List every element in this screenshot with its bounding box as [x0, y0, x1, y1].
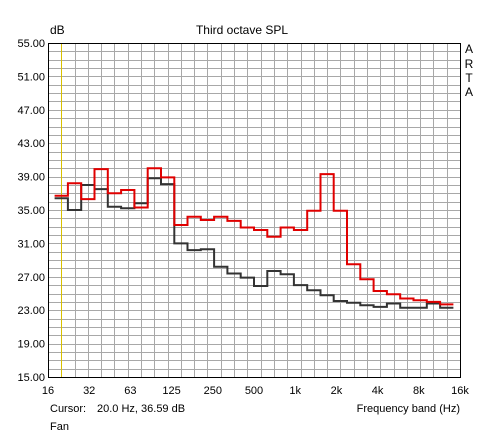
x-tick-label: 8k — [413, 385, 425, 397]
chart-grid — [48, 43, 461, 378]
y-tick-label: 35.00 — [17, 205, 45, 217]
y-tick-label: 39.00 — [17, 172, 45, 184]
x-tick-labels: 16 32 63 125 250 500 1k 2k 4k 8k 16k — [42, 385, 469, 397]
legend-entry: Fan — [50, 421, 69, 433]
x-tick-label: 125 — [162, 385, 180, 397]
y-tick-label: 43.00 — [17, 138, 45, 150]
x-tick-label: 63 — [124, 385, 136, 397]
x-tick-label: 4k — [372, 385, 384, 397]
x-tick-label: 16 — [42, 385, 54, 397]
cursor-readout: 20.0 Hz, 36.59 dB — [97, 403, 186, 415]
x-tick-label: 2k — [331, 385, 343, 397]
brand-letter-a2: A — [464, 85, 473, 99]
y-tick-labels: 55.00 51.00 47.00 43.00 39.00 35.00 31.00 27.00… — [17, 38, 45, 384]
x-tick-label: 16k — [451, 385, 469, 397]
brand-letter-a: A — [464, 42, 473, 56]
plot-frame — [48, 43, 461, 378]
cursor-label: Cursor: — [50, 403, 87, 415]
y-tick-label: 31.00 — [17, 238, 45, 250]
y-tick-label: 15.00 — [17, 372, 45, 384]
x-tick-label: 32 — [83, 385, 95, 397]
brand-letter-r: R — [464, 57, 474, 71]
x-tick-label: 1k — [289, 385, 301, 397]
y-tick-label: 27.00 — [17, 272, 45, 284]
y-axis-unit: dB — [50, 23, 65, 37]
x-tick-label: 250 — [204, 385, 222, 397]
x-tick-label: 500 — [245, 385, 263, 397]
series-line-dark — [54, 177, 454, 309]
chart-title: Third octave SPL — [195, 23, 289, 37]
brand-letter-t: T — [465, 71, 473, 85]
x-axis-label: Frequency band (Hz) — [356, 403, 460, 415]
y-tick-label: 19.00 — [17, 339, 45, 351]
series-group — [54, 167, 454, 309]
y-tick-label: 55.00 — [17, 38, 45, 50]
y-tick-label: 47.00 — [17, 105, 45, 117]
series-line-red — [54, 167, 454, 306]
y-tick-label: 51.00 — [17, 71, 45, 83]
y-tick-label: 23.00 — [17, 305, 45, 317]
